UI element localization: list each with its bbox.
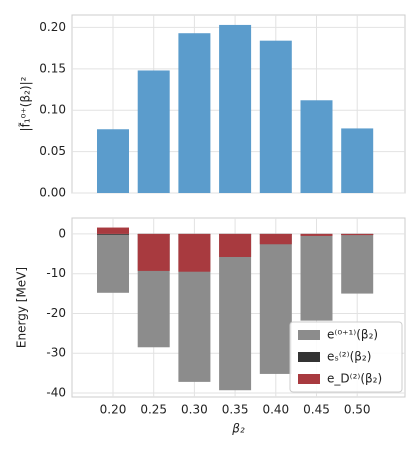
bar <box>300 233 333 321</box>
x-tick-label: 0.25 <box>140 403 167 417</box>
x-tick-label: 0.30 <box>181 403 208 417</box>
bar <box>219 233 252 391</box>
bar <box>137 233 170 271</box>
legend-swatch <box>298 352 320 362</box>
bar <box>219 233 252 257</box>
y-tick-label: 0.00 <box>39 186 66 200</box>
y-tick-label: 0 <box>58 226 66 240</box>
x-tick-label: 0.35 <box>222 403 249 417</box>
bar <box>300 100 333 193</box>
bar <box>259 233 292 245</box>
x-tick-label: 0.45 <box>303 403 330 417</box>
legend-swatch <box>298 330 320 340</box>
legend-label: e⁽⁰⁺¹⁾(β₂) <box>327 328 378 342</box>
x-axis-label: β₂ <box>231 422 245 436</box>
bar <box>97 233 129 293</box>
y-tick-label: -30 <box>46 346 66 360</box>
bar <box>341 128 374 193</box>
bar <box>219 24 252 194</box>
bar <box>300 233 333 236</box>
y-axis-label: |f̃₁⁰⁺(β₂)|² <box>18 76 32 131</box>
x-tick-label: 0.40 <box>262 403 289 417</box>
y-tick-label: 0.15 <box>39 61 66 75</box>
y-tick-label: -40 <box>46 386 66 400</box>
y-tick-label: 0.10 <box>39 103 66 117</box>
bar <box>137 70 170 193</box>
bar <box>259 40 292 193</box>
bar <box>97 227 129 234</box>
bar <box>178 33 211 193</box>
y-tick-label: 0.20 <box>39 20 66 34</box>
legend-label: e_D⁽²⁾(β₂) <box>327 372 382 386</box>
bar <box>97 129 129 193</box>
bar <box>341 233 374 236</box>
y-axis-label: Energy [MeV] <box>15 267 29 348</box>
legend-swatch <box>298 374 320 384</box>
y-tick-label: -10 <box>46 266 66 280</box>
bar <box>259 233 292 374</box>
bar <box>178 233 211 272</box>
y-tick-label: -20 <box>46 306 66 320</box>
x-tick-label: 0.20 <box>100 403 127 417</box>
bar <box>97 233 129 235</box>
bar <box>341 233 374 294</box>
legend-label: eₛ⁽²⁾(β₂) <box>327 350 371 364</box>
x-tick-label: 0.50 <box>344 403 371 417</box>
y-tick-label: 0.05 <box>39 144 66 158</box>
